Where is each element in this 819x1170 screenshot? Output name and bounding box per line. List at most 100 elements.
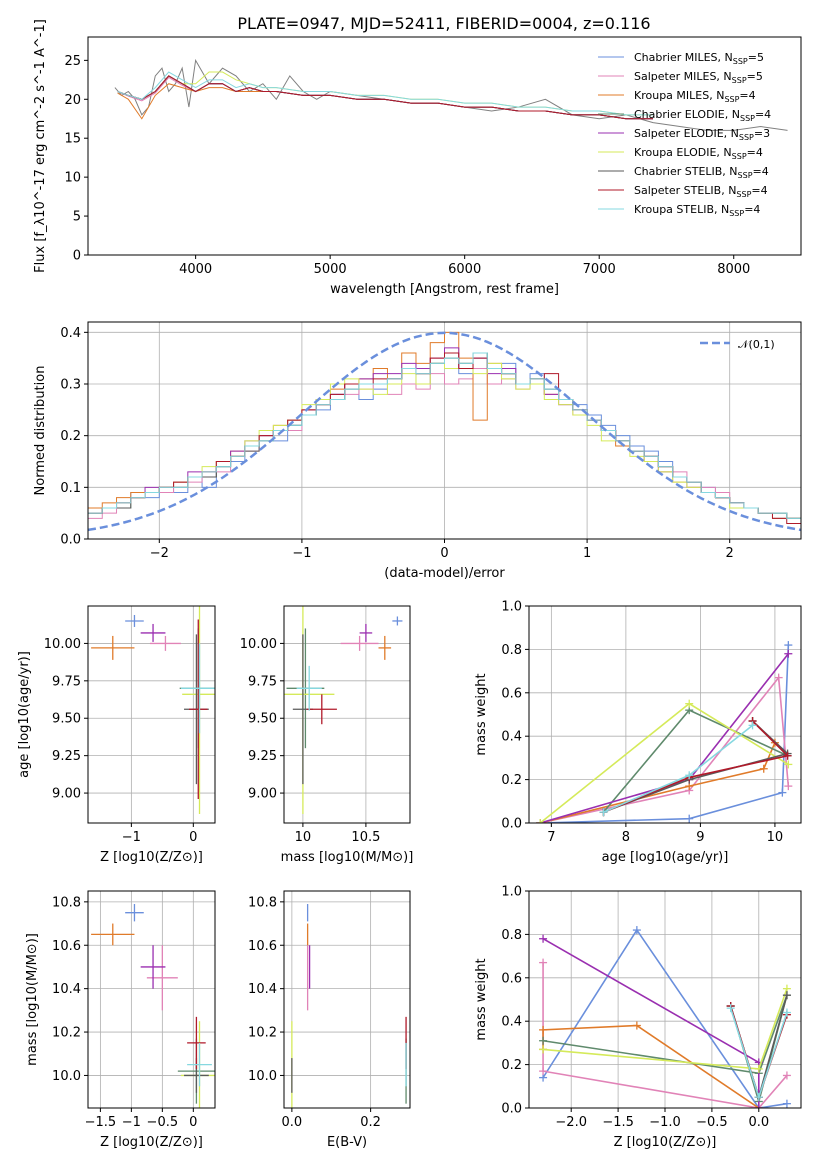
- plot-area: [291, 904, 407, 1108]
- weight-marker: [754, 1093, 763, 1102]
- panel-spectrum: 4000 5000 6000 7000 8000 0 5 10 15 20 25 wavelength…: [33, 19, 802, 297]
- axes-frame: [528, 605, 802, 824]
- x-tick-label: −2.0: [555, 1115, 587, 1130]
- y-tick-label: 10.2: [248, 1026, 277, 1041]
- y-tick-label: 0.6: [501, 971, 522, 986]
- plot-area: [536, 641, 793, 823]
- x-tick-label: −1.0: [649, 1115, 681, 1130]
- x-tick-label: 10: [767, 830, 784, 845]
- plot-area: [284, 606, 403, 815]
- axes-frame: [283, 605, 411, 824]
- y-tick-label: 10.00: [240, 637, 277, 652]
- plot-area: [88, 331, 801, 532]
- legend-entry: 𝒩(0,1): [738, 338, 775, 351]
- weight-marker: [782, 1071, 791, 1080]
- legend-entry: Kroupa MILES, NSSP=4: [634, 89, 756, 104]
- y-axis-label: mass [log10(M/M⊙)]: [25, 933, 40, 1066]
- x-axis-label: Z [log10(Z/Z⊙)]: [100, 1135, 203, 1150]
- histogram-step: [88, 352, 801, 519]
- y-tick-label: 20: [64, 93, 81, 108]
- weight-marker: [783, 751, 792, 760]
- y-axis-label: mass weight: [474, 673, 489, 755]
- panel-mass-weight-vs-age: 7 8 9 10 0.0 0.2 0.4 0.6 0.8 1.0 age [log10(age/yr…: [474, 600, 802, 865]
- weight-marker: [726, 1004, 735, 1013]
- errorbar-point: [359, 623, 373, 642]
- y-tick-label: 10.6: [248, 939, 277, 954]
- y-tick-label: 9.50: [248, 712, 277, 727]
- legend-entry: Chabrier STELIB, NSSP=4: [634, 165, 769, 180]
- axes-frame: [87, 890, 216, 1109]
- panel-mass-vs-z: −1.5 −1 −0.5 0 10.0 10.2 10.4 10.6 10.8 Z [log10(…: [25, 890, 216, 1150]
- errorbar-point: [180, 643, 215, 734]
- errorbar-point: [188, 619, 208, 800]
- x-tick-label: 10.5: [351, 830, 380, 845]
- axes-frame: [87, 36, 802, 256]
- x-tick-label: −0.5: [147, 1115, 179, 1130]
- y-tick-label: 0.6: [501, 686, 522, 701]
- y-tick-label: 0.1: [60, 481, 81, 496]
- y-tick-label: 0.4: [60, 326, 81, 341]
- x-tick-label: 0: [440, 546, 448, 561]
- legend-entry: Chabrier MILES, NSSP=5: [634, 51, 764, 66]
- y-tick-label: 0.4: [501, 730, 522, 745]
- chart-panels: 4000 5000 6000 7000 80000510152025wavelength…: [17, 19, 802, 1150]
- model-spectrum-line: [117, 75, 654, 120]
- y-tick-label: 10.4: [52, 982, 81, 997]
- x-tick-label: 7000: [583, 262, 616, 277]
- model-spectrum-line: [117, 71, 654, 116]
- x-tick-label: 0.0: [282, 1115, 303, 1130]
- x-axis-label: E(B-V): [327, 1135, 367, 1150]
- x-tick-label: 0.2: [360, 1115, 381, 1130]
- errorbar-point: [140, 945, 166, 989]
- legend-entry: Kroupa STELIB, NSSP=4: [634, 203, 760, 218]
- weight-marker: [782, 1099, 791, 1108]
- weight-marker: [782, 991, 791, 1000]
- weight-marker: [685, 771, 694, 780]
- weight-line: [542, 938, 760, 1108]
- y-tick-label: 0.8: [501, 643, 522, 658]
- plot-area: [91, 904, 215, 1108]
- y-tick-label: 0.8: [501, 928, 522, 943]
- legend-entry: Salpeter ELODIE, NSSP=3: [634, 127, 770, 142]
- y-tick-label: 9.50: [52, 712, 81, 727]
- y-tick-label: 10: [64, 171, 81, 186]
- legend-entry: Salpeter STELIB, NSSP=4: [634, 184, 768, 199]
- x-tick-label: −1: [122, 830, 141, 845]
- panel-mass-weight-vs-z: −2.0 −1.5 −1.0 −0.5 0.0 0.0 0.2 0.4 0.6 0.8 1.0 Z […: [474, 885, 802, 1150]
- legend-entry: Kroupa ELODIE, NSSP=4: [634, 146, 763, 161]
- x-tick-label: 7: [547, 830, 555, 845]
- weight-marker: [784, 649, 793, 658]
- y-tick-label: 1.0: [501, 600, 522, 615]
- weight-marker: [599, 808, 608, 817]
- weight-line: [540, 645, 790, 823]
- axes-frame: [87, 605, 216, 824]
- panel-residuals: −2 −1 0 1 2 0.0 0.1 0.2 0.3 0.4 (data-model)/error…: [33, 321, 802, 581]
- x-tick-label: 9: [696, 830, 704, 845]
- errorbar-point: [296, 665, 322, 711]
- y-tick-label: 15: [64, 132, 81, 147]
- weight-marker: [784, 641, 793, 650]
- errorbar-point: [187, 1042, 212, 1087]
- y-tick-label: 9.75: [52, 674, 81, 689]
- weight-marker: [748, 721, 757, 730]
- weight-marker: [539, 1036, 548, 1045]
- y-tick-label: 10.0: [52, 1069, 81, 1084]
- model-spectrum-line: [117, 71, 654, 116]
- errorbar-point: [378, 635, 392, 660]
- x-tick-label: 8: [622, 830, 630, 845]
- legend-entry: Chabrier ELODIE, NSSP=4: [634, 108, 771, 123]
- weight-marker: [536, 819, 545, 823]
- x-tick-label: 4000: [179, 262, 212, 277]
- gaussian-curve: [88, 331, 801, 532]
- weight-marker: [754, 1104, 763, 1108]
- errorbar-point: [392, 616, 403, 626]
- y-tick-label: 9.00: [52, 787, 81, 802]
- x-tick-label: −1.5: [85, 1115, 117, 1130]
- x-axis-label: age [log10(age/yr)]: [602, 850, 729, 865]
- panel-mass-vs-ebv: 0.0 0.2 10.0 10.2 10.4 10.6 10.8 E(B-V): [248, 890, 411, 1150]
- weight-marker: [759, 764, 768, 773]
- x-tick-label: 1: [583, 546, 591, 561]
- weight-marker: [784, 760, 793, 769]
- x-axis-label: Z [log10(Z/Z⊙)]: [100, 850, 203, 865]
